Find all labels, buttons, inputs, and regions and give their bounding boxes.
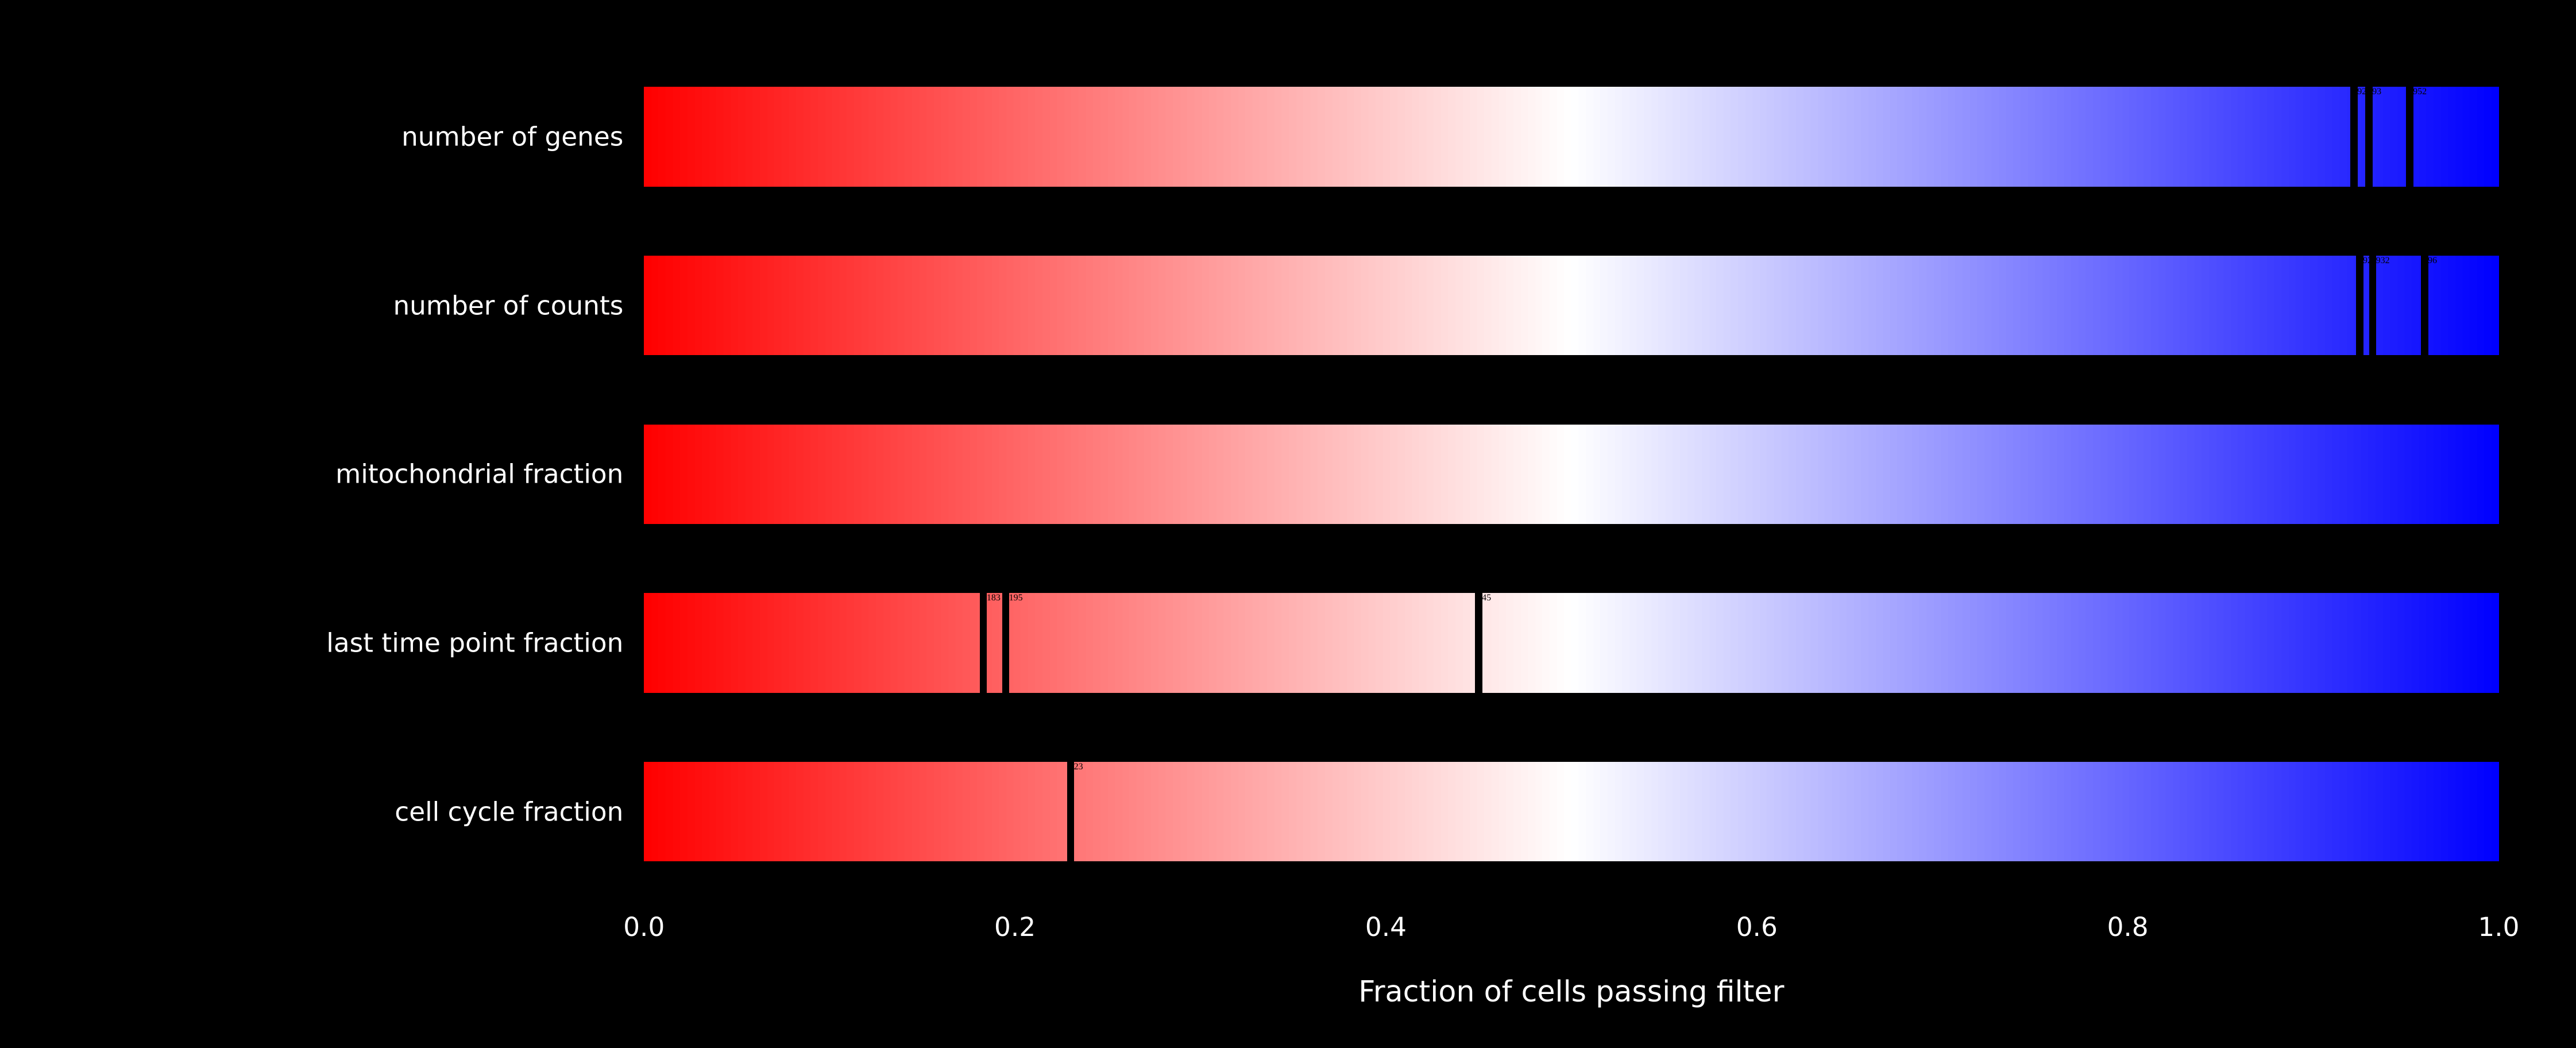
x-tick-label: 0.6 xyxy=(1736,912,1778,942)
threshold-marker: 0.93 xyxy=(2365,87,2373,186)
x-axis-label: Fraction of cells passing filter xyxy=(1358,974,1784,1008)
y-tick-label: cell cycle fraction xyxy=(395,796,623,827)
threshold-marker: 0.932 xyxy=(2369,256,2377,355)
gradient-bar: 0.183 0.195 0.45 xyxy=(644,593,2498,692)
y-tick-label: mitochondrial fraction xyxy=(335,459,623,490)
threshold-marker: 0.922 xyxy=(2350,87,2358,186)
gradient-bar: 0.925 0.932 0.96 xyxy=(644,256,2498,355)
threshold-marker: 0.183 xyxy=(980,593,987,692)
y-tick-label: number of genes xyxy=(401,122,623,152)
gradient-bar xyxy=(644,425,2498,524)
threshold-marker: 0.952 xyxy=(2406,87,2413,186)
x-tick-label: 0.8 xyxy=(2107,912,2149,942)
x-tick-label: 0.0 xyxy=(623,912,665,942)
chart-root: number of genes 0.922 0.93 0.952 number of c… xyxy=(0,0,2576,1048)
gradient-bar: 0.922 0.93 0.952 xyxy=(644,87,2498,186)
threshold-marker: 0.195 xyxy=(1002,593,1010,692)
x-tick-label: 0.4 xyxy=(1365,912,1407,942)
gradient-bar: 0.23 xyxy=(644,762,2498,861)
x-tick-label: 1.0 xyxy=(2478,912,2519,942)
y-tick-label: number of counts xyxy=(393,290,623,321)
x-tick-label: 0.2 xyxy=(994,912,1036,942)
threshold-marker: 0.23 xyxy=(1067,762,1075,861)
threshold-marker: 0.96 xyxy=(2421,256,2428,355)
threshold-marker: 0.45 xyxy=(1475,593,1482,692)
y-tick-label: last time point fraction xyxy=(326,628,623,658)
threshold-marker: 0.925 xyxy=(2356,256,2363,355)
